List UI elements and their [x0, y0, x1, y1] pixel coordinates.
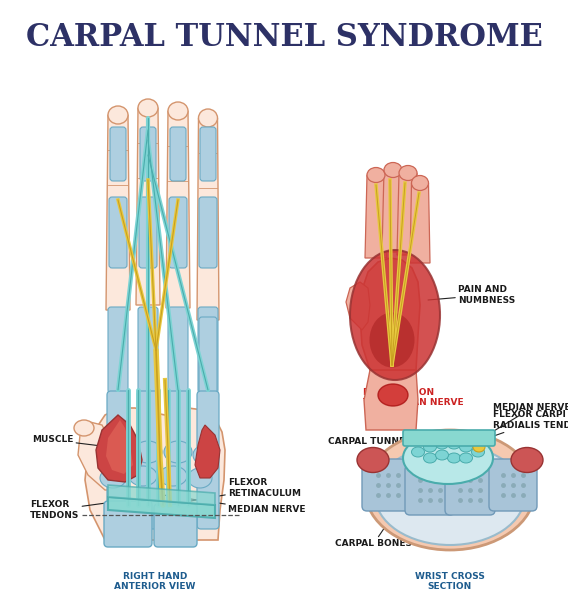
FancyBboxPatch shape: [403, 430, 495, 446]
Polygon shape: [166, 111, 190, 308]
Text: MUSCLE: MUSCLE: [32, 436, 118, 448]
FancyBboxPatch shape: [108, 307, 128, 393]
Ellipse shape: [436, 439, 449, 449]
Ellipse shape: [365, 430, 535, 550]
Polygon shape: [382, 170, 404, 252]
Ellipse shape: [198, 109, 218, 127]
FancyBboxPatch shape: [445, 465, 495, 515]
Ellipse shape: [367, 167, 385, 182]
FancyBboxPatch shape: [197, 391, 219, 529]
FancyBboxPatch shape: [137, 391, 159, 529]
Ellipse shape: [460, 453, 473, 463]
Text: RIGHT HAND
ANTERIOR VIEW: RIGHT HAND ANTERIOR VIEW: [114, 572, 196, 592]
Text: CARPAL BONES: CARPAL BONES: [335, 490, 412, 548]
Polygon shape: [365, 175, 387, 258]
Ellipse shape: [193, 445, 217, 465]
FancyBboxPatch shape: [199, 317, 217, 393]
Ellipse shape: [74, 420, 94, 436]
Text: PRESSURE ON
THE MEDIAN NERVE: PRESSURE ON THE MEDIAN NERVE: [363, 388, 463, 407]
FancyBboxPatch shape: [170, 127, 186, 181]
Ellipse shape: [378, 384, 408, 406]
Ellipse shape: [104, 444, 132, 466]
Ellipse shape: [436, 450, 449, 460]
Ellipse shape: [168, 102, 188, 120]
Ellipse shape: [350, 250, 440, 380]
Text: MEDIAN NERVE: MEDIAN NERVE: [163, 495, 306, 514]
FancyBboxPatch shape: [107, 391, 129, 529]
FancyBboxPatch shape: [167, 391, 189, 529]
Ellipse shape: [134, 441, 162, 463]
FancyBboxPatch shape: [104, 501, 152, 547]
FancyBboxPatch shape: [198, 307, 218, 393]
FancyBboxPatch shape: [168, 307, 188, 393]
Ellipse shape: [164, 441, 192, 463]
Text: CARPAL TUNNEL SYNDROME: CARPAL TUNNEL SYNDROME: [26, 22, 542, 53]
Text: CARPAL TUNNEL: CARPAL TUNNEL: [328, 437, 415, 450]
Ellipse shape: [471, 447, 485, 457]
Ellipse shape: [138, 99, 158, 117]
Polygon shape: [108, 497, 215, 518]
Polygon shape: [96, 415, 142, 482]
Ellipse shape: [357, 448, 389, 473]
Text: FLEXOR
RETINACULUM: FLEXOR RETINACULUM: [185, 478, 301, 502]
Polygon shape: [346, 282, 370, 330]
Ellipse shape: [411, 175, 428, 191]
FancyBboxPatch shape: [199, 197, 217, 268]
FancyBboxPatch shape: [110, 127, 126, 181]
Ellipse shape: [448, 439, 461, 449]
Text: MEDIAN NERVE: MEDIAN NERVE: [479, 403, 568, 440]
Polygon shape: [410, 183, 430, 263]
Ellipse shape: [370, 313, 415, 367]
Ellipse shape: [188, 468, 212, 488]
Polygon shape: [106, 420, 133, 474]
Polygon shape: [85, 408, 225, 540]
Ellipse shape: [460, 442, 473, 452]
Text: FLEXOR CARPI
RADIALIS TENDON: FLEXOR CARPI RADIALIS TENDON: [488, 410, 568, 438]
Text: FLEXOR
TENDONS: FLEXOR TENDONS: [30, 500, 128, 520]
FancyBboxPatch shape: [405, 465, 455, 515]
Ellipse shape: [424, 453, 436, 463]
Ellipse shape: [411, 447, 424, 457]
FancyBboxPatch shape: [154, 504, 197, 547]
Ellipse shape: [108, 106, 128, 124]
Polygon shape: [197, 118, 219, 320]
Ellipse shape: [375, 445, 525, 545]
Text: WRIST CROSS
SECTION: WRIST CROSS SECTION: [415, 572, 485, 592]
FancyBboxPatch shape: [200, 127, 216, 181]
Ellipse shape: [159, 466, 187, 486]
Polygon shape: [360, 258, 420, 370]
Ellipse shape: [100, 468, 126, 488]
FancyBboxPatch shape: [362, 459, 414, 511]
Ellipse shape: [473, 442, 485, 452]
FancyBboxPatch shape: [138, 307, 158, 393]
Ellipse shape: [384, 163, 402, 178]
Ellipse shape: [448, 453, 461, 463]
Ellipse shape: [511, 448, 543, 473]
FancyBboxPatch shape: [139, 197, 157, 268]
Polygon shape: [78, 422, 110, 490]
Polygon shape: [364, 370, 418, 430]
Polygon shape: [106, 115, 130, 310]
Ellipse shape: [399, 166, 417, 181]
FancyBboxPatch shape: [169, 197, 187, 268]
FancyBboxPatch shape: [140, 127, 156, 181]
Polygon shape: [136, 108, 160, 305]
Ellipse shape: [424, 442, 436, 452]
Polygon shape: [108, 485, 215, 505]
Polygon shape: [397, 173, 419, 255]
Ellipse shape: [129, 466, 157, 486]
Polygon shape: [195, 425, 220, 478]
FancyBboxPatch shape: [489, 459, 537, 511]
Ellipse shape: [403, 432, 493, 484]
Text: PAIN AND
NUMBNESS: PAIN AND NUMBNESS: [428, 286, 515, 305]
FancyBboxPatch shape: [109, 197, 127, 268]
